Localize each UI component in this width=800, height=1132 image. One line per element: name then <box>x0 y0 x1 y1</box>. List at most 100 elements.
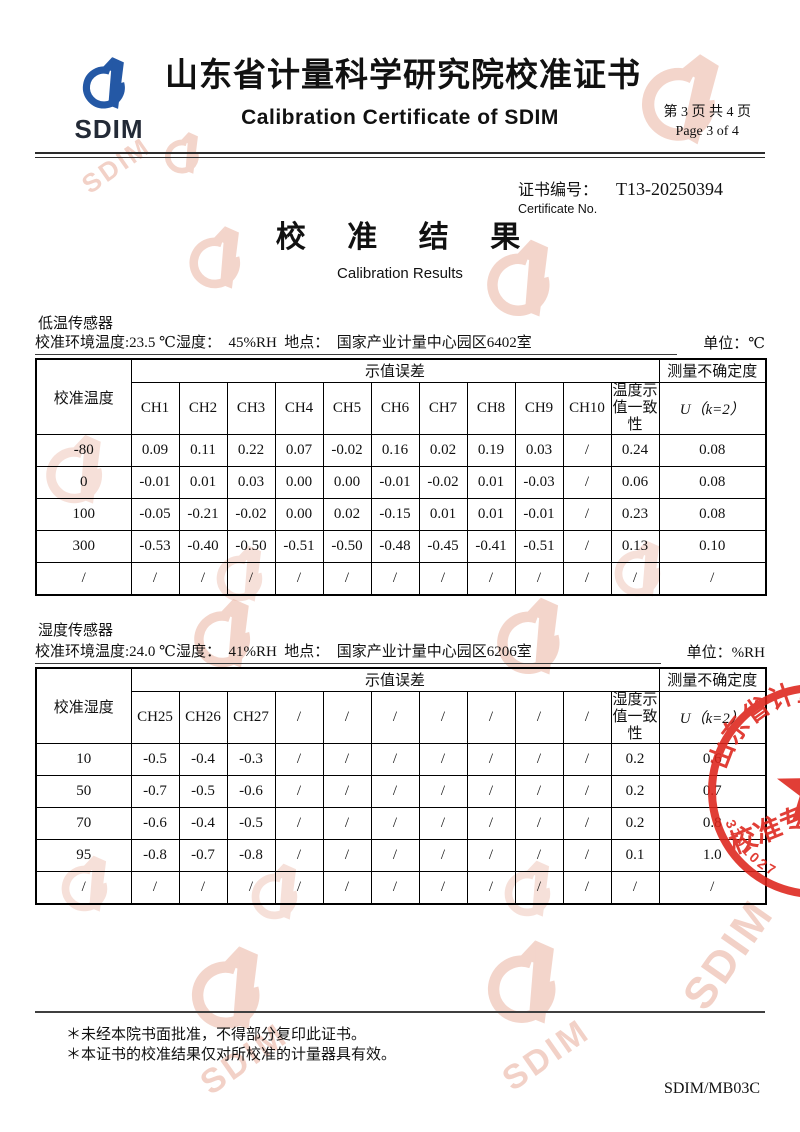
value-cell: 0.09 <box>130 434 180 468</box>
channel-header: / <box>418 690 468 745</box>
value-cell: -0.01 <box>514 498 564 532</box>
page-indicator: 第 3 页 共 4 页 Page 3 of 4 <box>664 104 752 142</box>
row-label-cell: 70 <box>35 807 132 841</box>
value-cell: / <box>418 807 468 841</box>
value-cell: / <box>226 871 276 905</box>
col-header-error: 示值误差 <box>130 667 660 692</box>
value-cell: / <box>514 807 564 841</box>
value-cell: 0.03 <box>514 434 564 468</box>
channel-header: / <box>466 690 516 745</box>
table-row: 70 -0.6 -0.4 -0.5// / / / //0.2 0.8 <box>35 807 767 841</box>
value-cell: / <box>466 743 516 777</box>
value-cell: 0.00 <box>274 466 324 500</box>
value-cell: 0.11 <box>178 434 228 468</box>
results-title-en: Calibration Results <box>337 265 463 282</box>
value-cell: -0.8 <box>130 839 180 873</box>
channel-header: / <box>322 690 372 745</box>
value-cell: / <box>466 839 516 873</box>
channel-header: / <box>562 690 612 745</box>
value-cell: 0.00 <box>322 466 372 500</box>
value-cell: -0.3 <box>226 743 276 777</box>
value-cell: / <box>130 871 180 905</box>
value-cell: / <box>370 839 420 873</box>
channel-header: CH26 <box>178 690 228 745</box>
channel-header: CH6 <box>370 381 420 436</box>
logo-text: SDIM <box>74 114 144 144</box>
value-cell: 0.2 <box>610 743 660 777</box>
value-cell: / <box>178 871 228 905</box>
footer-divider <box>35 1011 765 1013</box>
value-cell: / <box>418 871 468 905</box>
value-cell: 0.01 <box>418 498 468 532</box>
sdim-logo-icon <box>76 52 142 114</box>
value-cell: -0.48 <box>370 530 420 564</box>
value-cell: / <box>466 871 516 905</box>
certificate-number-label: 证书编号： <box>518 182 599 199</box>
value-cell: -0.01 <box>370 466 420 500</box>
value-cell: / <box>418 562 468 596</box>
value-cell: 0.24 <box>610 434 660 468</box>
value-cell: / <box>562 839 612 873</box>
value-cell: / <box>658 562 767 596</box>
sdim-logo: SDIM <box>57 52 161 142</box>
value-cell: -0.45 <box>418 530 468 564</box>
value-cell: / <box>466 807 516 841</box>
col-header-uncertainty: 测量不确定度 <box>658 358 767 383</box>
table-row: 0 -0.01 0.01 0.03 0.00 0.00 -0.01 -0.02 0.01 -0.0… <box>35 466 767 500</box>
value-cell: / <box>514 871 564 905</box>
value-cell: / <box>274 743 324 777</box>
value-cell: / <box>514 562 564 596</box>
footer-note: ＊未经本院书面批准，不得部分复印此证书。 <box>66 1027 367 1043</box>
value-cell: / <box>370 562 420 596</box>
channel-header: CH27 <box>226 690 276 745</box>
stamp-star-icon <box>777 778 800 824</box>
value-cell: / <box>562 530 612 564</box>
value-cell: / <box>562 807 612 841</box>
row-label-cell: 95 <box>35 839 132 873</box>
unit-label-1: 单位：℃ <box>703 336 765 352</box>
document-code: SDIM/MB03C <box>663 1080 760 1097</box>
row-label-cell: / <box>35 562 132 596</box>
value-cell: -0.5 <box>130 743 180 777</box>
value-cell: / <box>514 743 564 777</box>
value-cell: -0.6 <box>130 807 180 841</box>
value-cell: 0.07 <box>274 434 324 468</box>
value-cell: / <box>562 434 612 468</box>
environment-row-1: 校准环境温度:23.5 ℃湿度： 45%RH 地点： 国家产业计量中心园区640… <box>35 331 765 355</box>
value-cell: -0.5 <box>226 807 276 841</box>
value-cell: 0.01 <box>178 466 228 500</box>
value-cell: -0.50 <box>322 530 372 564</box>
channel-header: CH25 <box>130 690 180 745</box>
stamp-arc-text: 山东省计量 <box>704 677 800 773</box>
table-row: 50 -0.7 -0.5 -0.6// / / / //0.2 0.7 <box>35 775 767 809</box>
channel-header: / <box>274 690 324 745</box>
environment-row-2: 校准环境温度:24.0 ℃湿度： 41%RH 地点： 国家产业计量中心园区620… <box>35 640 765 664</box>
col-header-error: 示值误差 <box>130 358 660 383</box>
value-cell: / <box>418 775 468 809</box>
page-indicator-cn: 第 3 页 共 4 页 <box>663 105 752 120</box>
value-cell: -0.15 <box>370 498 420 532</box>
channel-header: CH8 <box>466 381 516 436</box>
value-cell: / <box>370 743 420 777</box>
value-cell: 0.01 <box>466 498 516 532</box>
environment-text-1: 校准环境温度:23.5 ℃湿度： 45%RH 地点： 国家产业计量中心园区640… <box>35 331 678 355</box>
channel-header: CH7 <box>418 381 468 436</box>
certificate-title-cn: 山东省计量科学研究院校准证书 <box>165 58 641 94</box>
value-cell: -0.53 <box>130 530 180 564</box>
table-row: 10 -0.5 -0.4 -0.3// / / / //0.2 0.6 <box>35 743 767 777</box>
value-cell: / <box>322 839 372 873</box>
value-cell: / <box>562 498 612 532</box>
value-cell: -0.21 <box>178 498 228 532</box>
value-cell: / <box>370 775 420 809</box>
channel-header: CH4 <box>274 381 324 436</box>
low-temp-table: 校准温度 示值误差 测量不确定度 CH1 CH2 CH3 CH4 CH5 CH6… <box>35 358 767 596</box>
value-cell: -0.51 <box>514 530 564 564</box>
value-cell: 0.1 <box>610 839 660 873</box>
value-cell: / <box>562 775 612 809</box>
value-cell: 0.01 <box>466 466 516 500</box>
col-header-consistency: 温度示值一致性 <box>610 381 660 436</box>
value-cell: -0.02 <box>226 498 276 532</box>
value-cell: 0.13 <box>610 530 660 564</box>
value-cell: 0.22 <box>226 434 276 468</box>
certificate-number-label-en: Certificate No. <box>518 202 598 216</box>
